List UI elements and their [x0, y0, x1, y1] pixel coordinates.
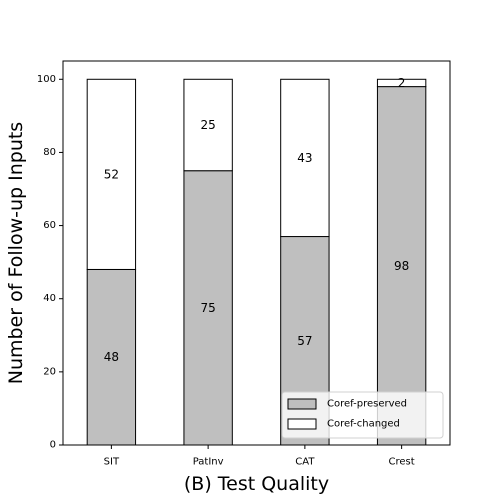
data-label-crest-coref-changed: 2 — [398, 76, 406, 90]
data-label-cat-coref-preserved: 57 — [297, 334, 312, 348]
y-tick-label: 60 — [43, 220, 56, 231]
data-label-crest-coref-preserved: 98 — [394, 259, 409, 273]
y-tick-label: 20 — [43, 366, 56, 377]
y-axis-title: Number of Follow-up Inputs — [5, 122, 27, 384]
y-tick-label: 0 — [50, 440, 56, 451]
legend-box — [281, 391, 444, 439]
x-tick-label-patinv: PatInv — [193, 457, 224, 468]
legend-swatch-coref-preserved — [287, 398, 317, 410]
bar-sit-coref-preserved — [86, 268, 137, 446]
y-tick-label: 40 — [43, 293, 56, 304]
bar-sit-coref-changed — [86, 78, 137, 270]
x-tick-label-sit: SIT — [104, 457, 120, 468]
legend-label-coref-preserved: Coref-preserved — [327, 399, 407, 410]
data-label-patinv-coref-preserved: 75 — [200, 301, 215, 315]
data-label-sit-coref-preserved: 48 — [104, 350, 119, 364]
x-axis-title: (B) Test Quality — [184, 473, 329, 495]
data-label-sit-coref-changed: 52 — [104, 167, 119, 181]
legend-label-coref-changed: Coref-changed — [327, 419, 400, 430]
x-tick-label-crest: Crest — [389, 457, 415, 468]
y-tick-label: 80 — [43, 147, 56, 158]
data-labels-layer: 48 52 75 25 57 43 98 2 — [104, 76, 410, 364]
plot-frame — [62, 60, 451, 446]
data-label-patinv-coref-changed: 25 — [200, 118, 215, 132]
y-axis: 0 20 40 60 80 100 — [37, 74, 63, 451]
bar-crest-coref-changed — [376, 78, 427, 88]
x-axis: SIT PatInv CAT Crest — [104, 445, 415, 468]
bar-patinv-coref-changed — [183, 78, 233, 172]
bar-cat-coref-changed — [280, 78, 330, 238]
x-tick-label-cat: CAT — [295, 457, 315, 468]
legend: Coref-preserved Coref-changed — [281, 391, 444, 439]
data-label-cat-coref-changed: 43 — [297, 151, 312, 165]
bars-layer — [86, 78, 427, 446]
y-tick-label: 100 — [37, 74, 56, 85]
legend-swatch-coref-changed — [287, 418, 317, 430]
